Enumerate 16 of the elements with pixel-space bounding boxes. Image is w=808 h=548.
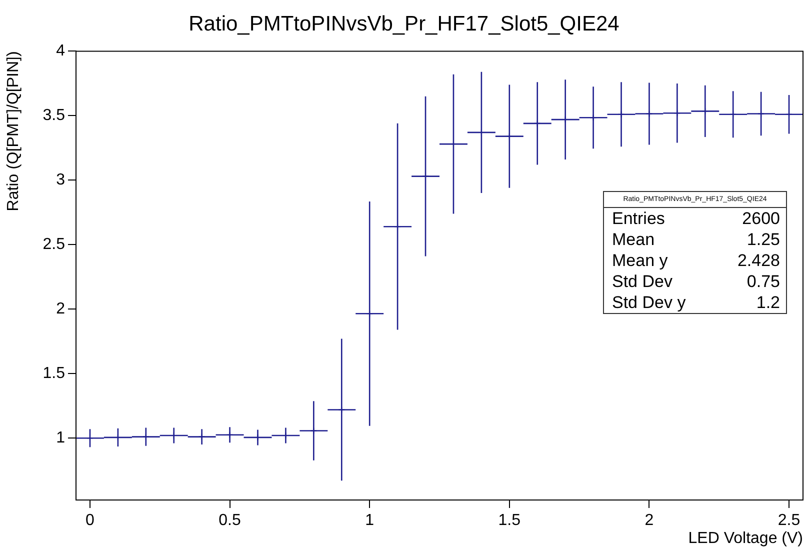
x-axis-title: LED Voltage (V) [688, 530, 803, 547]
x-tick-label: 1 [365, 512, 374, 530]
y-tick-label: 1 [56, 430, 66, 447]
x-tick-label: 1.5 [498, 512, 521, 530]
x-tick-label: 2 [644, 512, 654, 530]
y-tick-label: 2 [56, 300, 66, 318]
y-tick-label: 2.5 [42, 236, 66, 254]
chart-title: Ratio_PMTtoPINvsVb_Pr_HF17_Slot5_QIE24 [188, 12, 620, 36]
y-tick-label: 4 [56, 42, 66, 60]
x-tick-label: 0.5 [218, 512, 242, 530]
y-tick-label: 1.5 [42, 365, 66, 382]
y-axis-title: Ratio (Q[PMT]/Q[PIN]) [5, 51, 22, 212]
y-tick-label: 3 [56, 172, 66, 189]
x-tick-label: 0 [86, 512, 95, 530]
x-tick-label: 2.5 [778, 512, 800, 530]
y-tick-label: 3.5 [42, 107, 66, 124]
